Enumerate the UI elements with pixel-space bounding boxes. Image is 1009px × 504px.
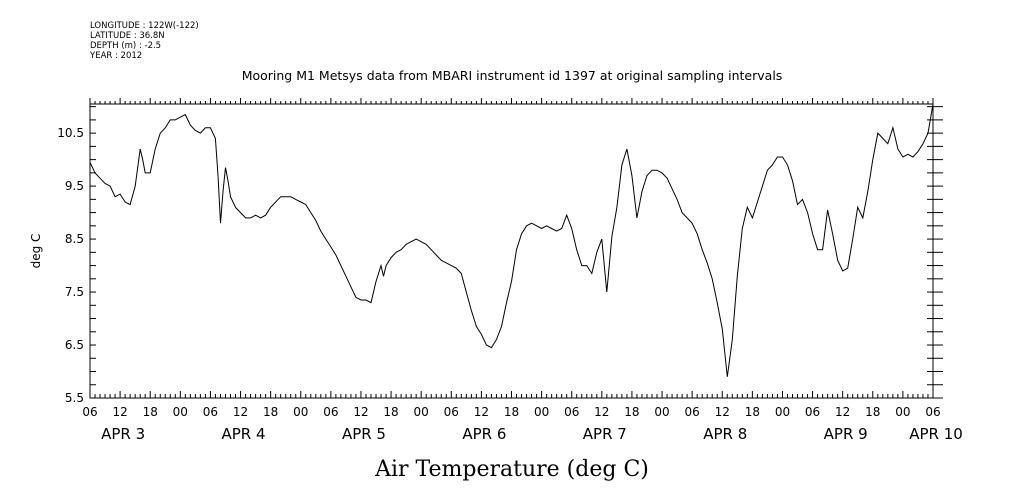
x-hour-label: 18 xyxy=(383,405,398,419)
y-tick-label: 10.5 xyxy=(57,126,84,140)
y-tick-label: 8.5 xyxy=(65,232,84,246)
x-hour-label: 06 xyxy=(925,405,940,419)
x-hour-label: 12 xyxy=(835,405,850,419)
x-hour-label: 12 xyxy=(715,405,730,419)
x-date-label: APR 4 xyxy=(222,425,266,443)
x-hour-label: 06 xyxy=(564,405,579,419)
depth-line: DEPTH (m) : -2.5 xyxy=(90,41,162,51)
chart-title: Mooring M1 Metsys data from MBARI instru… xyxy=(242,68,783,83)
x-date-label: APR 5 xyxy=(342,425,386,443)
x-axis: 06 12 18 00 06 12 18 00 06 12 18 00 06 12 18 00 06 12 18 00… xyxy=(82,98,963,443)
x-hour-label: 18 xyxy=(143,405,158,419)
x-hour-label: 00 xyxy=(293,405,308,419)
x-hour-label: 18 xyxy=(263,405,278,419)
metadata-header: LONGITUDE : 122W(-122) LATITUDE : 36.8N … xyxy=(90,21,199,61)
x-date-label: APR 8 xyxy=(703,425,747,443)
year-line: YEAR : 2012 xyxy=(90,51,143,61)
x-date-label: APR 6 xyxy=(462,425,506,443)
x-hour-label: 00 xyxy=(414,405,429,419)
x-hour-label: 06 xyxy=(685,405,700,419)
y-tick-label: 6.5 xyxy=(65,338,84,352)
x-hour-label: 18 xyxy=(745,405,760,419)
x-hour-label: 18 xyxy=(865,405,880,419)
x-hour-label: 18 xyxy=(504,405,519,419)
x-hour-label: 00 xyxy=(173,405,188,419)
air-temperature-line xyxy=(89,103,934,377)
y-axis: 5.5 6.5 7.5 8.5 9.5 10.5 xyxy=(57,106,943,405)
x-hour-label: 06 xyxy=(203,405,218,419)
x-hour-label: 06 xyxy=(323,405,338,419)
y-tick-label: 9.5 xyxy=(65,179,84,193)
y-axis-label: deg C xyxy=(29,234,43,269)
x-date-label: APR 10 xyxy=(909,425,963,443)
latitude-line: LATITUDE : 36.8N xyxy=(90,31,165,41)
x-hour-label: 00 xyxy=(534,405,549,419)
x-hour-label: 00 xyxy=(775,405,790,419)
x-hour-label: 12 xyxy=(594,405,609,419)
x-hour-label: 12 xyxy=(233,405,248,419)
x-date-label: APR 9 xyxy=(824,425,868,443)
x-date-label: APR 3 xyxy=(101,425,145,443)
y-tick-label: 7.5 xyxy=(65,285,84,299)
x-hour-label: 12 xyxy=(474,405,489,419)
x-hour-label: 00 xyxy=(895,405,910,419)
longitude-line: LONGITUDE : 122W(-122) xyxy=(90,21,199,31)
x-hour-label: 06 xyxy=(805,405,820,419)
y-tick-label: 5.5 xyxy=(65,391,84,405)
x-hour-label: 00 xyxy=(654,405,669,419)
x-hour-label: 12 xyxy=(112,405,127,419)
x-axis-label: Air Temperature (deg C) xyxy=(374,457,649,482)
x-hour-label: 06 xyxy=(82,405,97,419)
x-hour-label: 12 xyxy=(353,405,368,419)
x-hour-label: 06 xyxy=(444,405,459,419)
x-hour-label: 18 xyxy=(624,405,639,419)
x-date-label: APR 7 xyxy=(583,425,627,443)
